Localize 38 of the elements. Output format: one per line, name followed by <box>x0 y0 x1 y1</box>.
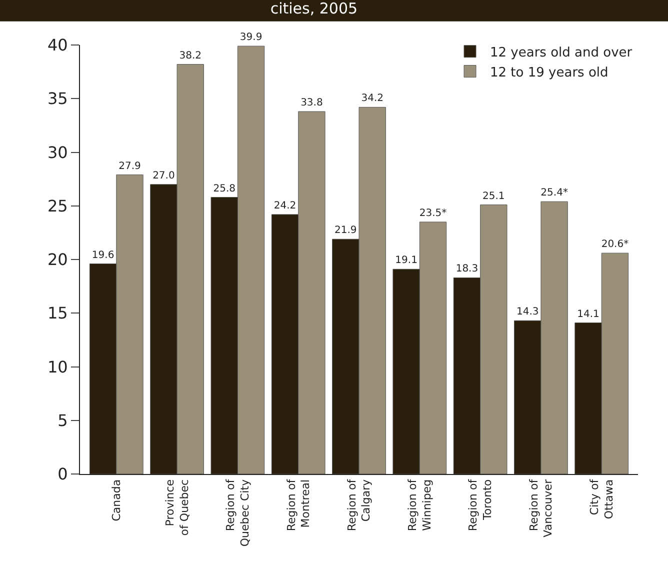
data-label: 34.2 <box>361 93 384 104</box>
data-label: 25.8 <box>213 183 236 194</box>
x-tick-label: Region of Montreal <box>284 478 312 532</box>
x-tick-label: Canada <box>110 479 123 522</box>
y-tick-label: 20 <box>47 250 68 270</box>
data-label: 14.3 <box>516 306 539 318</box>
y-tick-label: 40 <box>47 36 68 55</box>
y-tick-label: 35 <box>47 89 68 108</box>
y-tick-label: 25 <box>47 196 68 216</box>
data-label: 14.1 <box>577 308 600 320</box>
data-label: 23.5* <box>419 208 447 219</box>
data-label: 19.6 <box>92 250 114 261</box>
y-tick-label: 10 <box>47 357 68 376</box>
data-label: 25.1 <box>482 190 505 202</box>
data-label: 19.1 <box>395 255 418 266</box>
y-tick-label: 5 <box>58 410 68 430</box>
data-label: 38.2 <box>179 50 202 62</box>
x-tick-label: Region of Winnipeg <box>406 478 434 532</box>
data-label: 24.2 <box>274 200 296 212</box>
x-tick-label: Region of Toronto <box>466 478 494 532</box>
data-label: 39.9 <box>240 32 262 44</box>
data-label: 18.3 <box>456 264 478 275</box>
x-tick-label: City of Ottawa <box>588 478 616 520</box>
chart-title: cities, 2005 <box>270 0 358 18</box>
data-label: 25.4* <box>540 188 568 199</box>
data-label: 20.6* <box>601 239 629 250</box>
data-label: 21.9 <box>334 225 357 236</box>
y-tick-label: 0 <box>58 464 68 484</box>
legend-label: 12 to 19 years old <box>490 65 608 80</box>
data-label: 33.8 <box>300 98 323 108</box>
legend-label: 12 years old and over <box>490 45 633 60</box>
x-tick-label: Region of Vancouver <box>527 478 555 538</box>
y-tick-label: 30 <box>47 142 68 162</box>
y-tick-label: 15 <box>47 304 68 323</box>
data-label: 27.9 <box>118 160 141 172</box>
data-label: 27.0 <box>152 170 175 182</box>
x-tick-label: Province of Quebec <box>163 479 191 536</box>
x-tick-label: Region of Calgary <box>345 478 373 532</box>
